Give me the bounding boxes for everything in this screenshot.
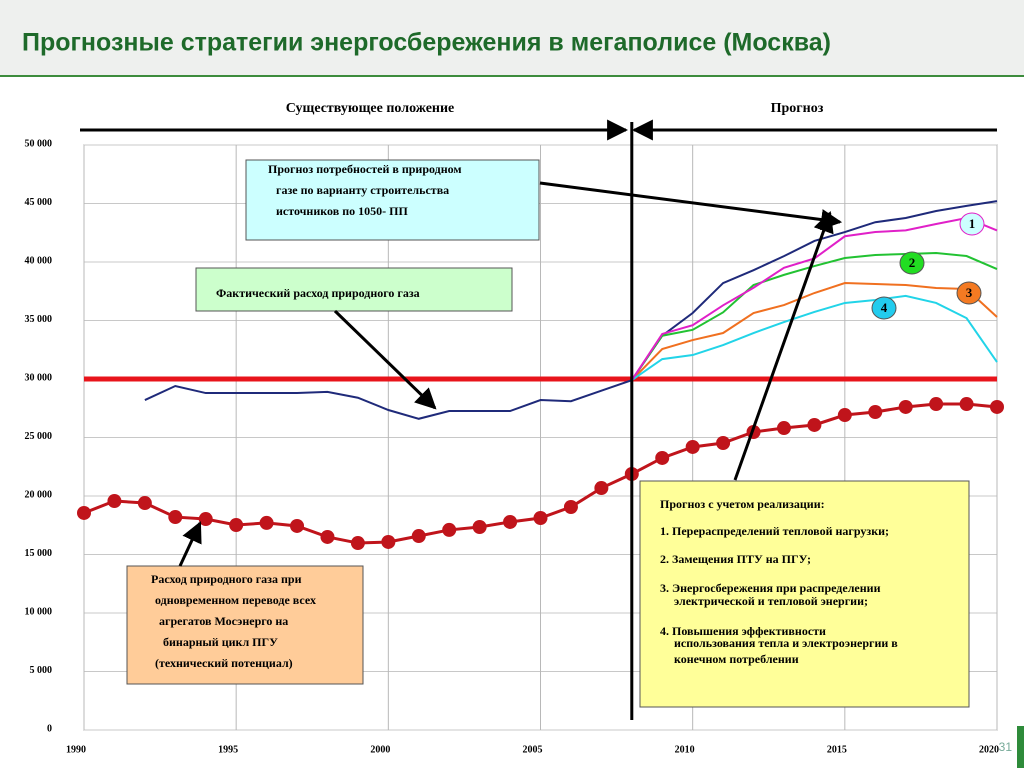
annotation-arrow	[733, 211, 834, 481]
x-tick-label: 2015	[827, 744, 847, 755]
annotation-text: 1. Перераспределений тепловой нагрузки;	[660, 524, 889, 538]
point	[107, 494, 122, 509]
point	[168, 510, 183, 525]
annotation-box	[195, 267, 513, 312]
x-tick-label: 2010	[675, 744, 695, 755]
point	[655, 450, 670, 465]
point	[442, 522, 457, 537]
point	[350, 536, 365, 551]
point	[837, 408, 852, 423]
point	[198, 512, 213, 527]
annotation-text: электрической и тепловой энергии;	[674, 594, 868, 608]
annotation-text: Прогноз с учетом реализации:	[660, 497, 825, 511]
x-tick-label: 2020	[979, 744, 999, 755]
series-line	[631, 294, 998, 381]
point	[594, 481, 609, 496]
y-tick-label: 10 000	[25, 606, 53, 617]
annotation-text: Расход природного газа при	[151, 572, 302, 586]
legend-label: 3	[966, 285, 973, 300]
point	[381, 534, 396, 549]
point	[563, 499, 578, 514]
x-tick-label: 1995	[218, 744, 238, 755]
point	[685, 439, 700, 454]
x-tick-label: 2005	[523, 744, 543, 755]
point	[411, 529, 426, 544]
title: Прогнозные стратегии энергосбережения в …	[22, 29, 831, 57]
point	[807, 417, 822, 432]
point	[259, 515, 274, 530]
point	[776, 421, 791, 436]
point	[229, 518, 244, 533]
point	[716, 435, 731, 450]
annotation-text: (технический потенциал)	[155, 656, 293, 670]
annotation-box	[245, 159, 540, 241]
series-badge	[899, 251, 925, 275]
y-tick-label: 15 000	[25, 548, 53, 559]
annotation-text: 3. Энергосбережения при распределении	[660, 581, 881, 595]
legend-label: 2	[909, 255, 916, 270]
x-tick-label: 1990	[66, 744, 86, 755]
series-badge	[959, 212, 985, 236]
title-band	[0, 0, 1024, 76]
annotation-arrow	[178, 521, 202, 567]
y-tick-label: 45 000	[25, 197, 53, 208]
y-tick-label: 30 000	[25, 372, 53, 383]
annotation-text: источников по 1050- ПП	[276, 204, 408, 218]
series-line	[630, 251, 998, 381]
legend-label: 1	[969, 216, 976, 231]
point	[533, 510, 548, 525]
y-tick-label: 50 000	[25, 138, 53, 149]
period-label: Существующее положение	[286, 101, 455, 116]
y-tick-label: 25 000	[25, 431, 53, 442]
y-tick-label: 5 000	[30, 665, 53, 676]
series-line	[630, 200, 998, 381]
point	[959, 397, 974, 412]
y-tick-label: 0	[47, 723, 52, 734]
point	[472, 520, 487, 535]
annotation-arrow	[539, 181, 843, 230]
point	[137, 496, 152, 511]
annotation-text: использования тепла и электроэнергии в	[674, 636, 898, 650]
annotation-text: бинарный цикл ПГУ	[163, 635, 278, 649]
point	[503, 514, 518, 529]
point	[929, 397, 944, 412]
point	[990, 399, 1004, 414]
y-tick-label: 40 000	[25, 255, 53, 266]
annotation-text: конечном потреблении	[674, 652, 799, 666]
annotation-box	[126, 565, 364, 685]
corner-block	[1017, 726, 1024, 768]
period-label: Прогноз	[771, 101, 824, 116]
annotation-text: одновременном переводе всех	[155, 593, 316, 607]
annotation-box	[639, 480, 970, 708]
annotation-text: Фактический расход природного газа	[216, 286, 420, 300]
annotation-text: агрегатов Мосэнерго на	[159, 614, 288, 628]
y-tick-label: 20 000	[25, 489, 53, 500]
series-line	[144, 379, 633, 420]
series-badge	[956, 281, 982, 305]
page-number: 31	[999, 740, 1013, 754]
point	[898, 399, 913, 414]
annotation-text: 4. Повышения эффективности	[660, 624, 826, 638]
annotation-arrow	[333, 309, 437, 410]
x-tick-label: 2000	[370, 744, 390, 755]
legend-label: 4	[881, 300, 888, 315]
annotation-text: 2. Замещения ПТУ на ПГУ;	[660, 552, 811, 566]
annotation-text: Прогноз потребностей в природном	[268, 162, 462, 176]
y-tick-label: 35 000	[25, 314, 53, 325]
point	[77, 505, 91, 520]
point	[290, 518, 305, 533]
series-line	[631, 282, 998, 381]
series-badge	[871, 296, 897, 320]
point	[868, 404, 883, 419]
point	[320, 529, 335, 544]
annotation-text: газе по варианту строительства	[276, 183, 449, 197]
